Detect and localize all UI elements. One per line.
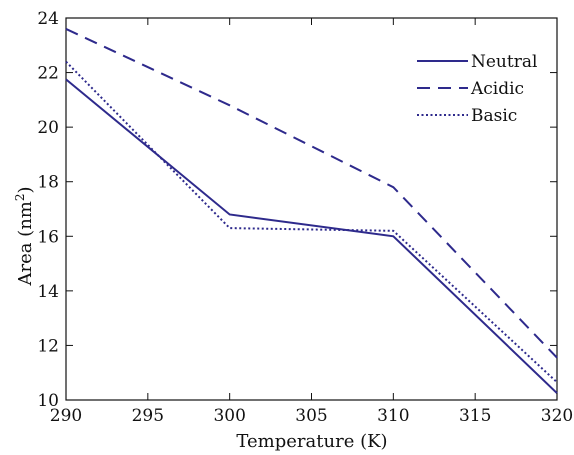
legend-label-neutral: Neutral [471,52,537,72]
series-line-acidic [65,28,558,359]
x-tick-label: 295 [132,406,164,426]
y-axis-label-main: Area (nm [15,201,36,286]
x-tick-label: 305 [295,406,327,426]
x-axis-label: Temperature (K) [236,431,387,452]
series-line-neutral [65,78,558,394]
y-tick-label: 16 [37,227,59,247]
legend: Neutral Acidic Basic [417,52,537,126]
plot-area-frame [65,17,558,401]
x-tick-label: 300 [213,406,245,426]
x-tick-label: 315 [459,406,491,426]
y-tick-label: 14 [37,282,59,302]
y-tick-label: 24 [37,9,59,29]
y-tick-label: 10 [37,391,59,411]
x-tick-label: 310 [377,406,409,426]
legend-label-basic: Basic [471,106,517,126]
x-tick-label: 320 [541,406,573,426]
y-axis-label-superscript: 2 [13,193,27,201]
y-tick-label: 18 [37,173,59,193]
y-tick-label: 12 [37,336,59,356]
x-tick-label: 290 [50,406,82,426]
y-tick-label: 22 [37,64,59,84]
y-axis-label: Area (nm2) [13,186,36,286]
y-tick-label: 20 [37,118,59,138]
legend-label-acidic: Acidic [470,79,524,99]
y-axis-label-suffix: ) [15,186,36,193]
series-line-basic [65,60,558,383]
